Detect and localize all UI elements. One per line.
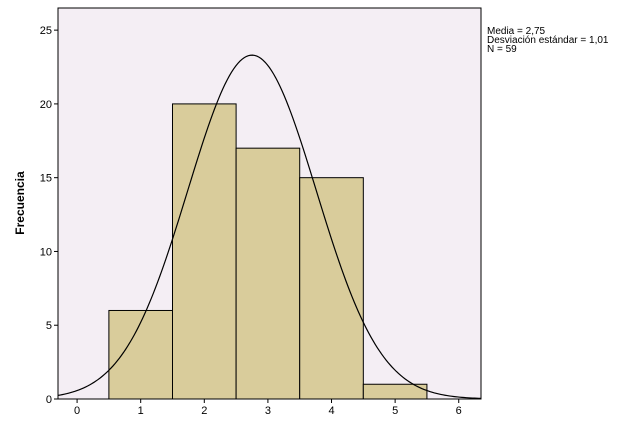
x-tick-label: 5 [392, 405, 398, 417]
stats-mean: Media = 2,75 [487, 26, 546, 37]
x-tick-label: 1 [138, 405, 144, 417]
x-tick-label: 6 [456, 405, 462, 417]
x-tick-label: 3 [265, 405, 271, 417]
x-axis: 0 1 2 3 4 5 6 [74, 399, 462, 417]
x-tick-label: 4 [328, 405, 334, 417]
stats-n: N = 59 [487, 44, 517, 55]
y-axis-title: Frecuencia [13, 171, 27, 235]
y-tick-label: 0 [46, 394, 52, 406]
y-tick-label: 10 [40, 246, 52, 258]
x-tick-label: 0 [74, 405, 80, 417]
histogram-bar-1 [108, 309, 173, 400]
histogram-bar-2 [171, 103, 237, 400]
statistics-box: Media = 2,75 Desviación estándar = 1,01 … [487, 26, 609, 55]
histogram-bar-3 [235, 147, 301, 400]
y-tick-label: 20 [40, 99, 52, 111]
y-tick-label: 25 [40, 25, 52, 37]
x-tick-label: 2 [201, 405, 207, 417]
normal-curve [57, 54, 482, 399]
y-tick-label: 15 [40, 173, 52, 185]
y-axis: 0 5 10 15 20 25 [40, 25, 58, 406]
histogram-bar-4 [299, 177, 364, 400]
bars-group [108, 103, 428, 400]
y-tick-label: 5 [46, 320, 52, 332]
stats-std-dev: Desviación estándar = 1,01 [487, 35, 609, 46]
